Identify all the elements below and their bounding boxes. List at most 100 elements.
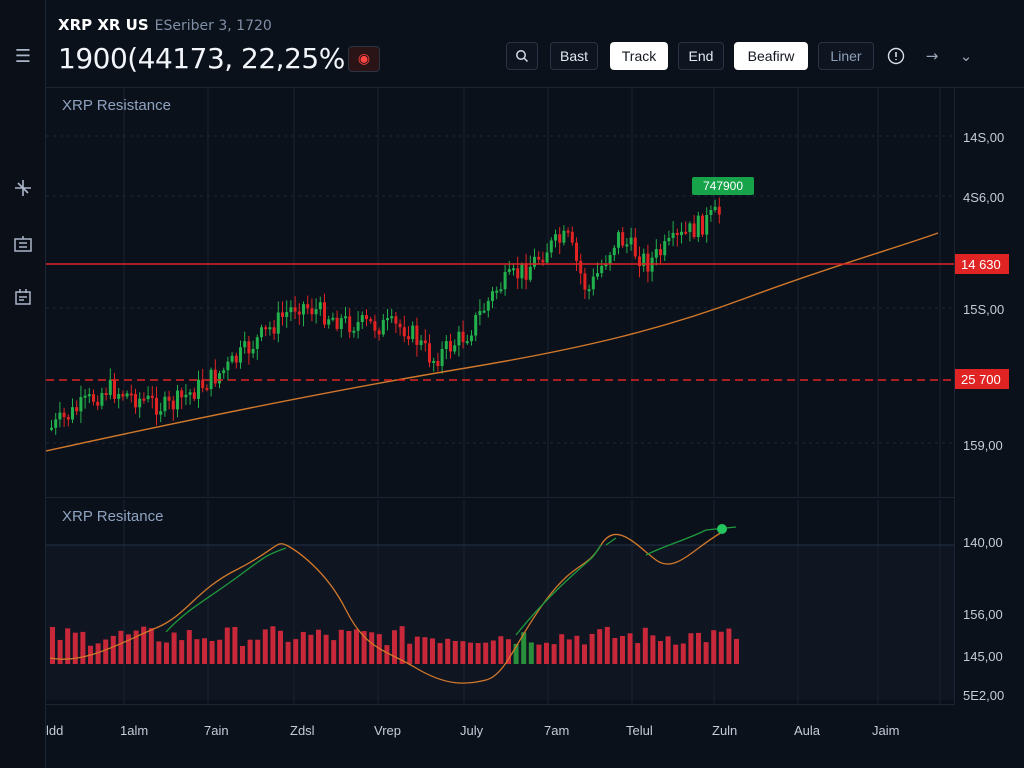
end-button[interactable]: End bbox=[678, 42, 724, 70]
candle-body bbox=[134, 394, 137, 408]
candle-body bbox=[272, 327, 276, 334]
volume-bar bbox=[316, 629, 321, 664]
volume-bar bbox=[544, 642, 549, 664]
volume-bar bbox=[323, 634, 329, 664]
liner-button[interactable]: Liner bbox=[818, 42, 874, 70]
candle-body bbox=[201, 379, 205, 389]
volume-bar bbox=[414, 636, 420, 664]
volume-bar bbox=[559, 634, 565, 664]
candle-body bbox=[432, 360, 436, 363]
x-tick: 1alm bbox=[120, 723, 149, 738]
candle-body bbox=[281, 312, 284, 317]
volume-bar bbox=[300, 631, 306, 664]
exchange-info: ESeriber 3, 1720 bbox=[154, 18, 272, 34]
x-tick: Telul bbox=[626, 723, 653, 738]
candle-body bbox=[142, 398, 146, 401]
arrow-right-icon[interactable]: → bbox=[925, 47, 939, 65]
candle-body bbox=[302, 304, 305, 315]
volume-bar bbox=[148, 628, 154, 664]
candle-body bbox=[541, 259, 545, 263]
candle-body bbox=[213, 369, 217, 384]
time-axis[interactable]: ldd 1alm 7ain Zdsl Vrep July 7am Telul Z… bbox=[46, 705, 954, 768]
volume-bar bbox=[582, 644, 587, 664]
calendar-icon[interactable] bbox=[8, 283, 38, 311]
candle-body bbox=[583, 273, 587, 290]
candle-body bbox=[386, 318, 389, 321]
candle-body bbox=[537, 256, 541, 260]
candle-body bbox=[264, 327, 268, 330]
candle-body bbox=[411, 325, 415, 340]
volume-bar bbox=[475, 643, 481, 664]
candle-body bbox=[255, 337, 259, 350]
candle-body bbox=[100, 393, 104, 406]
bast-button[interactable]: Bast bbox=[550, 42, 598, 70]
volume-bar bbox=[103, 639, 109, 664]
candle-body bbox=[684, 231, 688, 234]
volume-bar bbox=[308, 634, 314, 664]
candle-body bbox=[549, 240, 553, 253]
candle-body bbox=[92, 394, 95, 402]
volume-bar bbox=[597, 629, 603, 664]
candle-body bbox=[587, 289, 591, 292]
candle-body bbox=[604, 264, 608, 267]
volume-bar bbox=[430, 638, 435, 664]
volume-bar bbox=[468, 642, 473, 664]
track-button[interactable]: Track bbox=[610, 42, 668, 70]
candle-body bbox=[348, 316, 352, 333]
chart-header: XRP XR US ESeriber 3, 1720 1900(44173, 22… bbox=[46, 0, 1024, 88]
chevron-down-icon[interactable]: ⌄ bbox=[959, 47, 973, 65]
candle-body bbox=[709, 209, 713, 215]
candle-body bbox=[360, 315, 364, 323]
volume-bar bbox=[711, 630, 717, 664]
sub-y-tick: 5E2,00 bbox=[963, 688, 1005, 703]
search-button[interactable] bbox=[506, 42, 538, 70]
candle-body bbox=[533, 256, 536, 267]
left-toolbar: ☰ bbox=[0, 0, 46, 768]
candle-body bbox=[146, 395, 150, 400]
candle-body bbox=[705, 214, 709, 235]
beafirw-button[interactable]: Beafirw bbox=[734, 42, 808, 70]
candle-body bbox=[436, 360, 440, 366]
candle-body bbox=[633, 237, 637, 257]
volume-bar bbox=[490, 640, 496, 664]
menu-icon[interactable]: ☰ bbox=[14, 45, 32, 67]
candle-body bbox=[629, 237, 633, 245]
candle-body bbox=[289, 307, 293, 313]
price-axis[interactable]: 14S,00 4S6,00 14 630 15S,00 25 700 159,0… bbox=[954, 88, 1024, 705]
candle-body bbox=[449, 341, 452, 352]
volume-bar bbox=[126, 634, 131, 664]
volume-bar bbox=[627, 633, 633, 664]
pointer-tool-icon[interactable] bbox=[8, 174, 38, 202]
last-price-box bbox=[692, 177, 754, 195]
price-panel[interactable]: 747900 XRP Resistance bbox=[46, 88, 954, 498]
indicator-chart[interactable] bbox=[46, 500, 954, 705]
indicator-panel[interactable]: XRP Resitance bbox=[46, 500, 954, 705]
candle-body bbox=[306, 304, 310, 309]
candle-body bbox=[499, 289, 503, 292]
candle-body bbox=[339, 318, 343, 329]
info-icon[interactable] bbox=[884, 42, 908, 70]
candle-body bbox=[180, 390, 184, 398]
volume-bar bbox=[612, 637, 618, 664]
candle-body bbox=[486, 300, 490, 311]
volume-bar bbox=[179, 640, 185, 664]
search-icon bbox=[516, 50, 529, 63]
candle-body bbox=[465, 341, 469, 344]
volume-bar bbox=[392, 630, 397, 664]
candle-body bbox=[377, 330, 381, 335]
candle-body bbox=[470, 335, 473, 342]
candle-body bbox=[495, 290, 499, 293]
x-tick: Zdsl bbox=[290, 723, 315, 738]
candle-body bbox=[696, 215, 700, 237]
indicator-icon[interactable] bbox=[8, 230, 38, 258]
alert-icon[interactable]: ◉ bbox=[348, 46, 380, 72]
candle-body bbox=[268, 327, 272, 330]
candle-body bbox=[646, 253, 650, 272]
candle-body bbox=[617, 232, 620, 248]
volume-bar bbox=[407, 643, 413, 664]
volume-bar bbox=[551, 644, 557, 664]
volume-bar bbox=[255, 639, 261, 664]
volume-bar bbox=[202, 638, 207, 664]
candle-body bbox=[167, 396, 171, 401]
price-chart[interactable]: 747900 bbox=[46, 88, 954, 498]
